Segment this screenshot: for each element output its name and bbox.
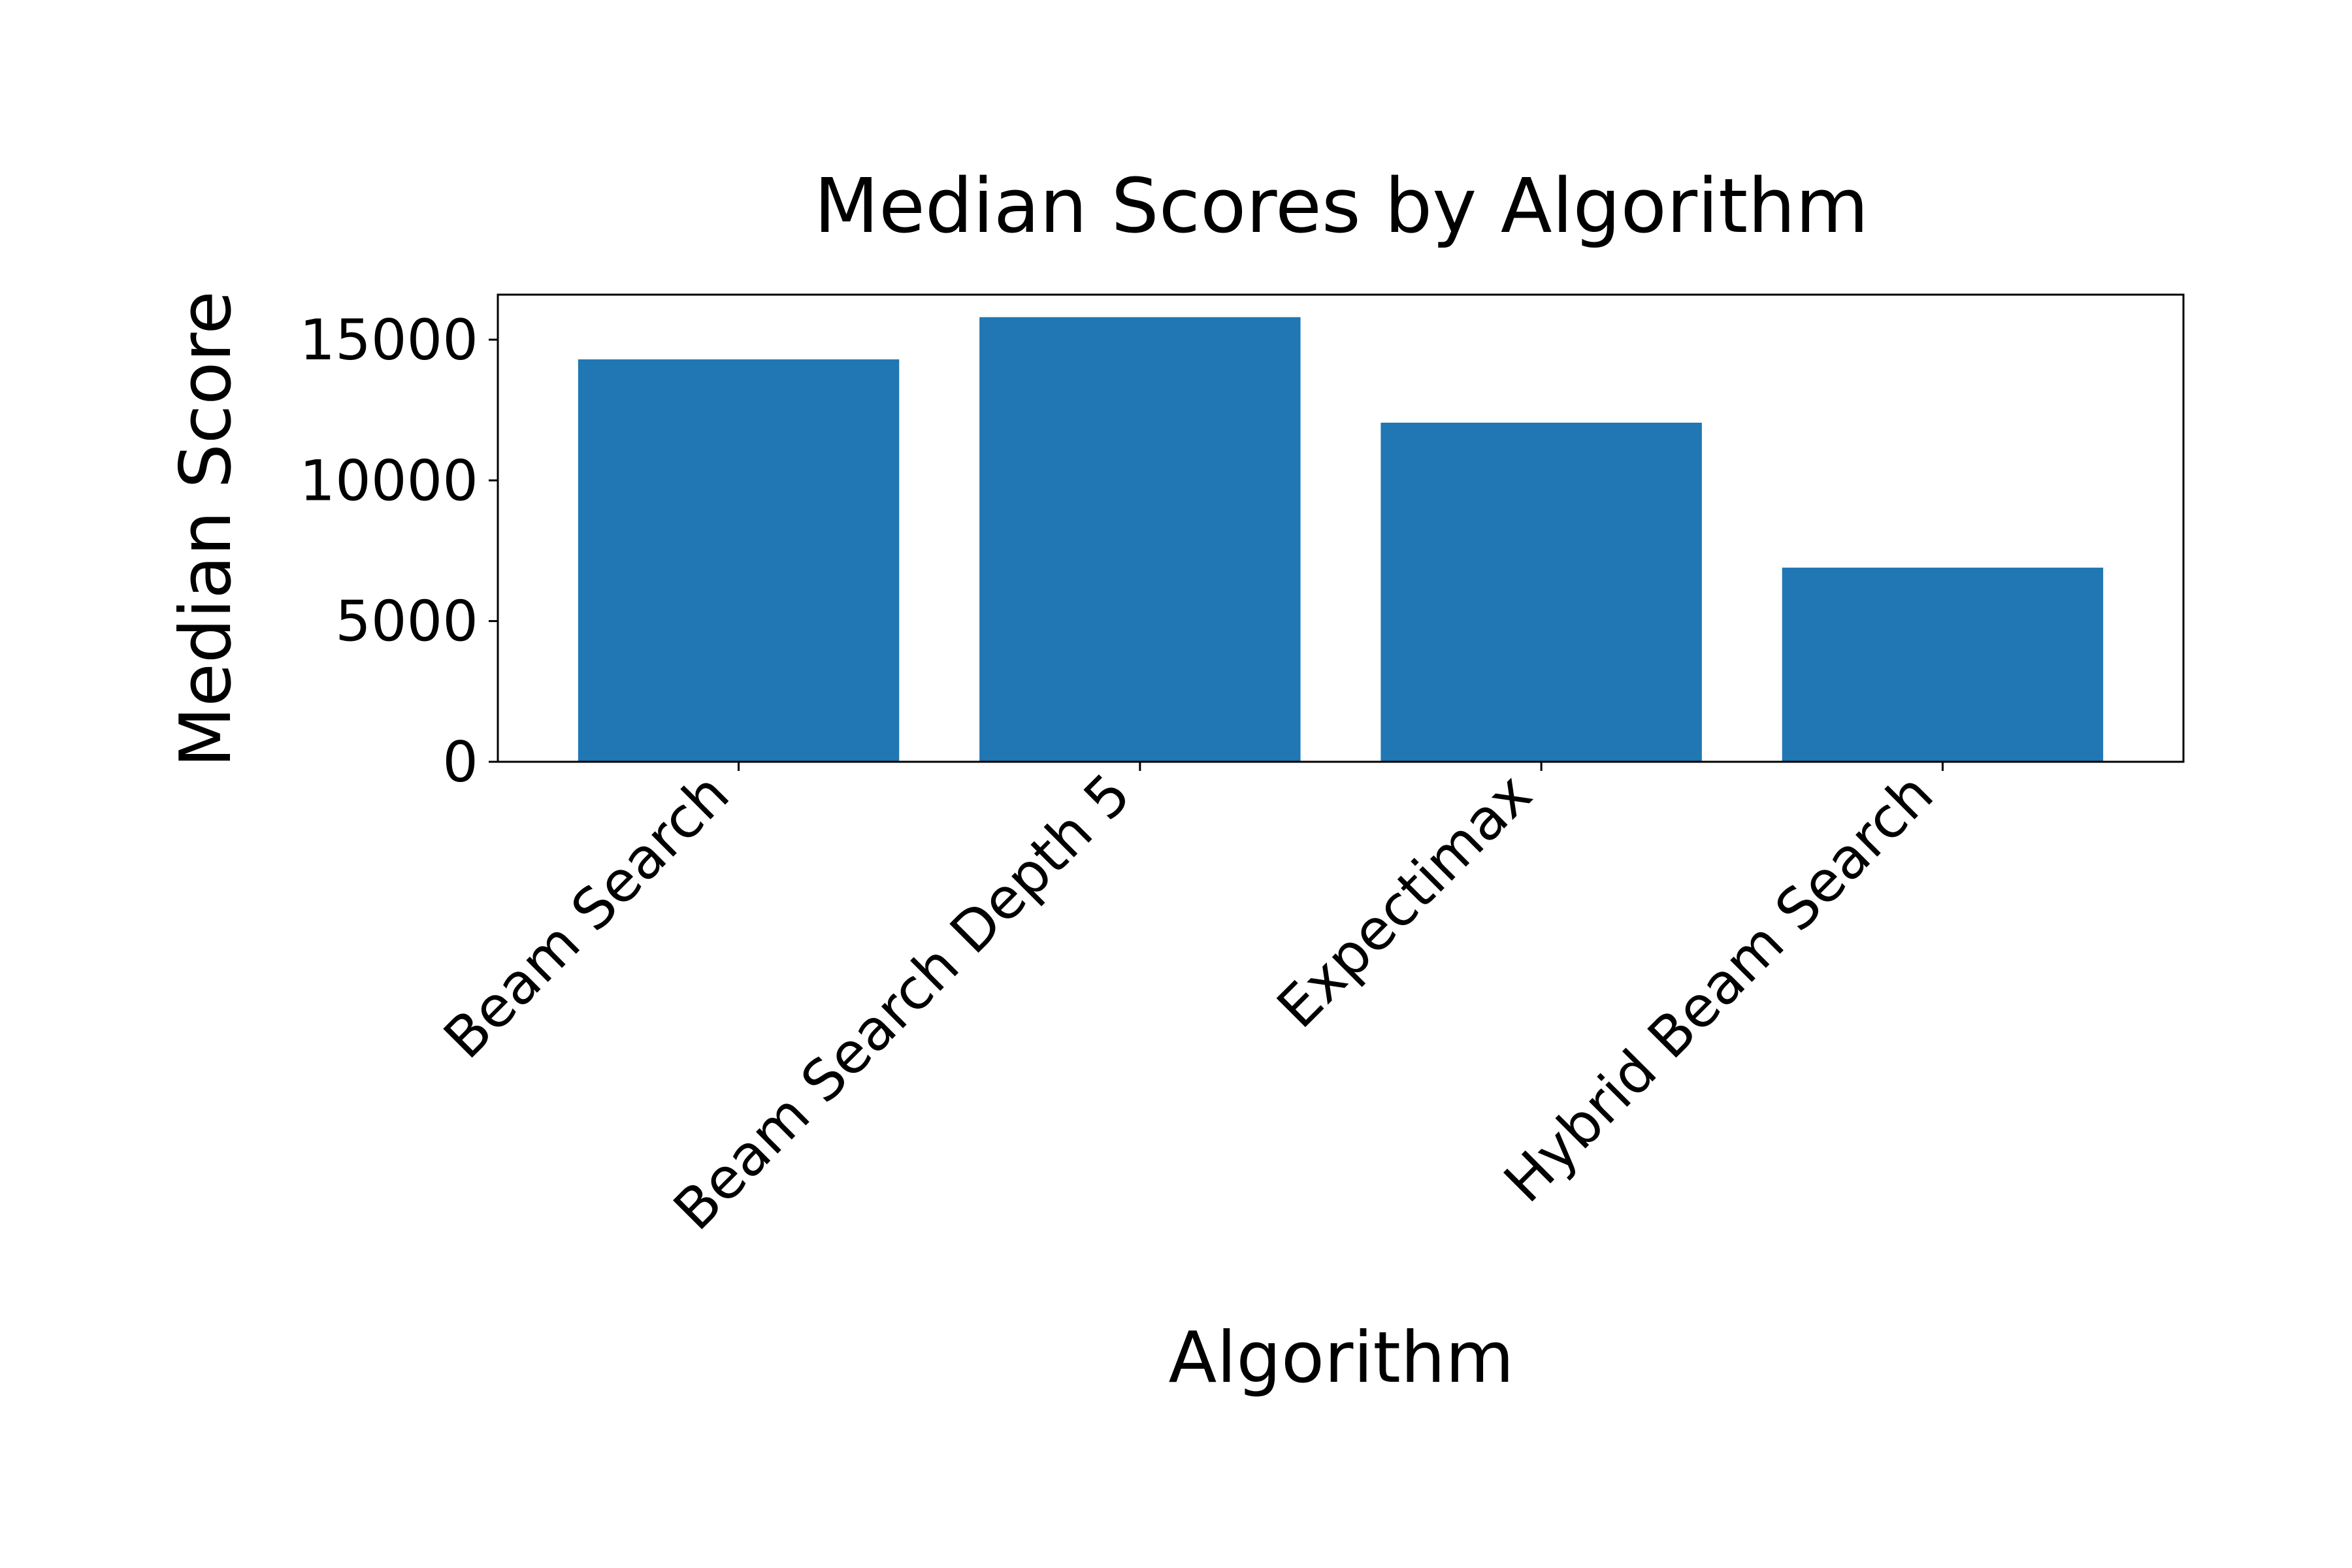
bar-beam-search-depth-5 bbox=[979, 317, 1301, 762]
bar-beam-search bbox=[578, 359, 900, 762]
x-axis-label: Algorithm bbox=[1169, 1317, 1514, 1399]
y-tick-label: 15000 bbox=[299, 308, 478, 373]
y-tick-label: 0 bbox=[442, 730, 478, 795]
y-ticks-group: 0 5000 10000 15000 bbox=[299, 308, 498, 795]
chart-title: Median Scores by Algorithm bbox=[814, 163, 1869, 250]
y-tick-label: 5000 bbox=[335, 589, 478, 655]
bars-group bbox=[578, 317, 2104, 762]
bar-expectimax bbox=[1380, 422, 1702, 762]
y-axis-label: Median Score bbox=[165, 291, 247, 768]
bar-hybrid-beam-search bbox=[1782, 567, 2104, 762]
y-tick-label: 10000 bbox=[299, 448, 478, 514]
plot-frame bbox=[497, 293, 2185, 763]
